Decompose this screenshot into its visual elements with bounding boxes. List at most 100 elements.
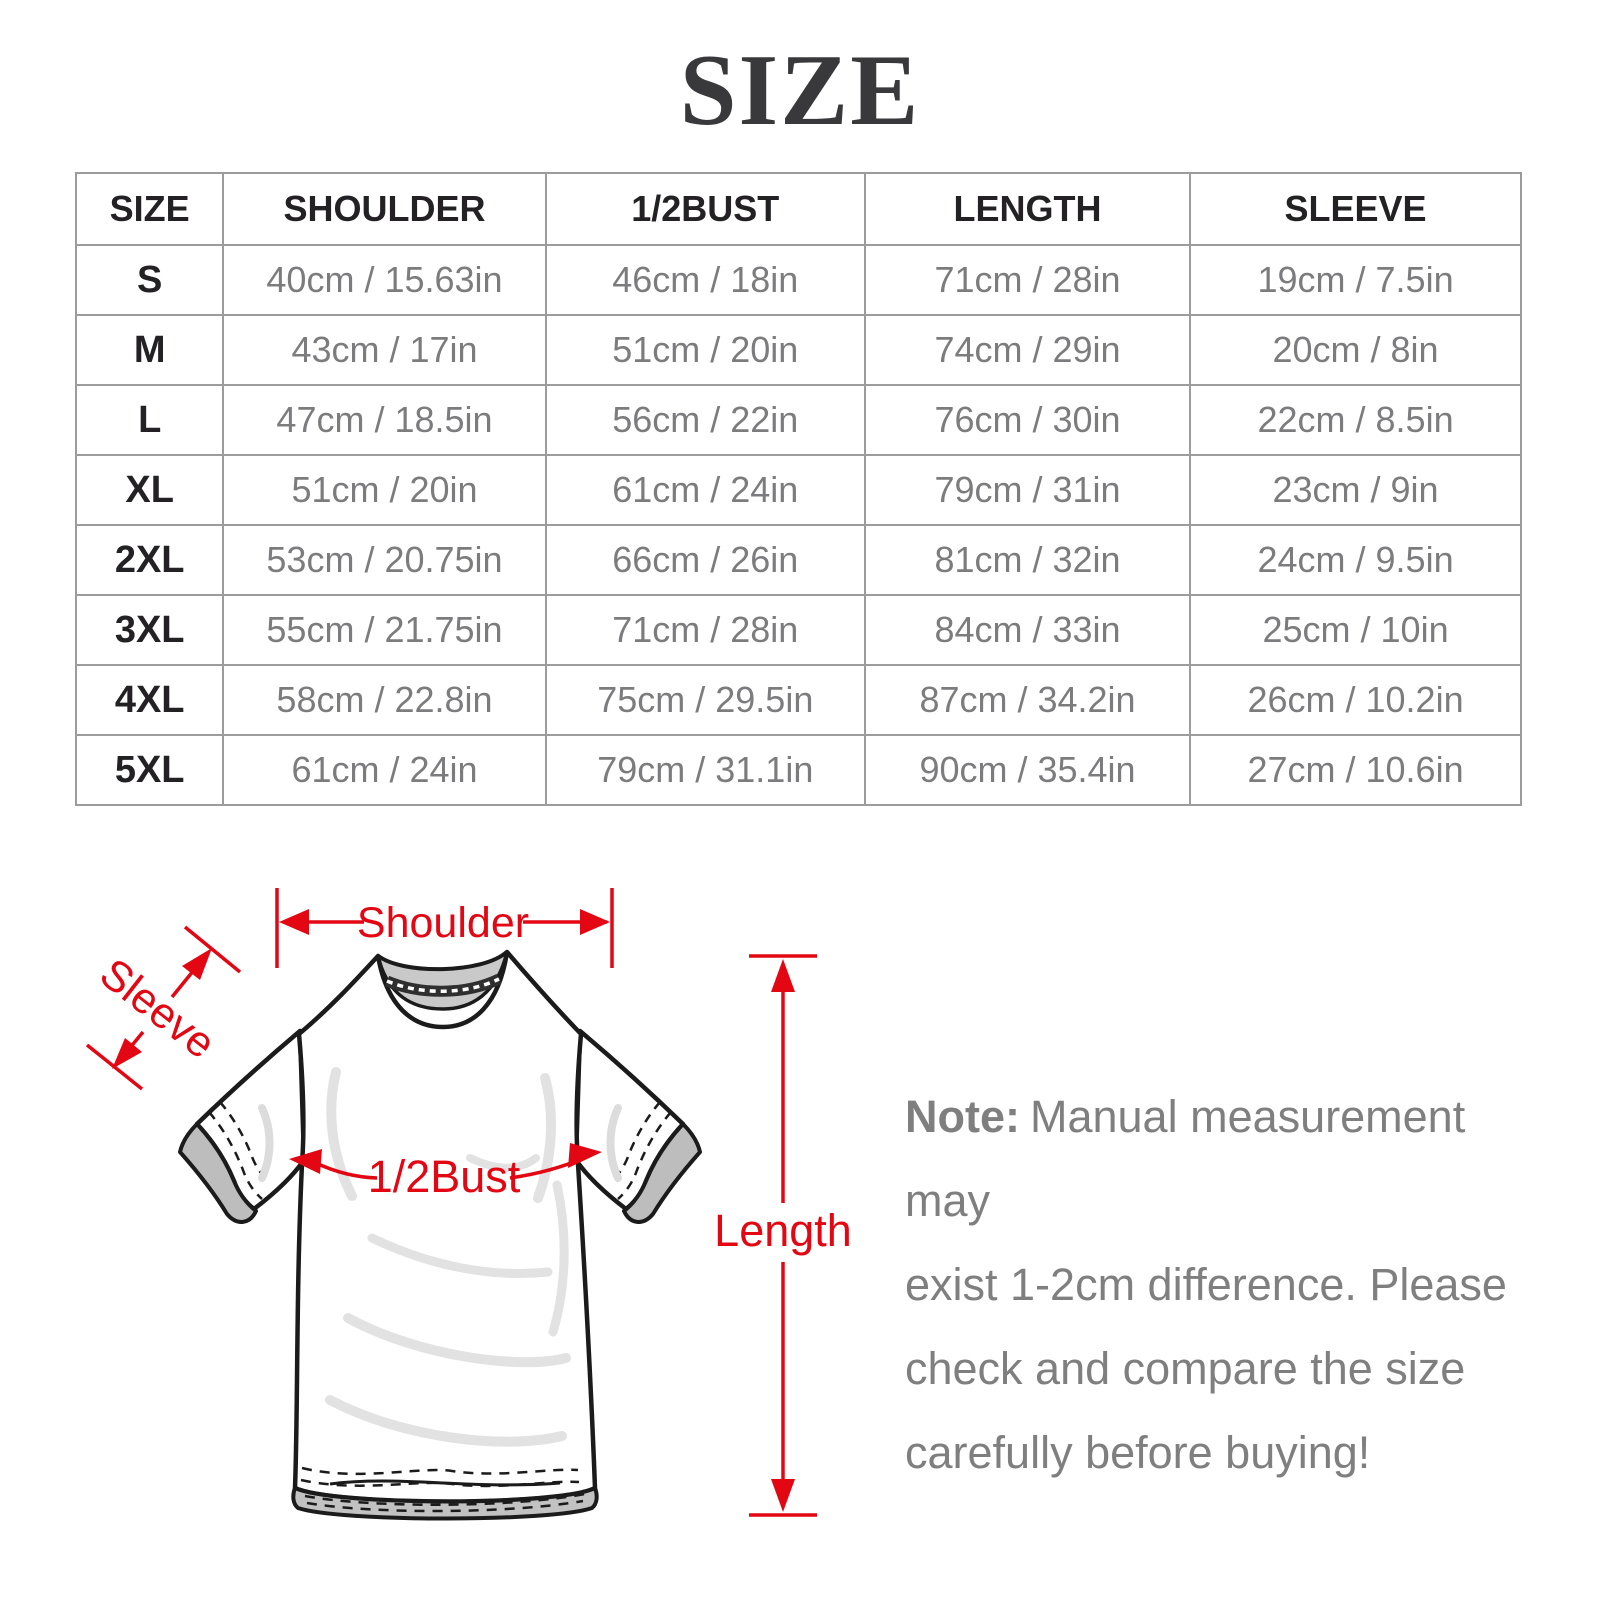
- sleeve-cell: 25cm / 10in: [1189, 594, 1522, 666]
- table-row-l: L 47cm / 18.5in 56cm / 22in 76cm / 30in …: [74, 384, 1522, 456]
- size-cell: M: [74, 314, 225, 386]
- bust-line-left: [315, 1161, 378, 1180]
- shoulder-cell: 47cm / 18.5in: [222, 384, 547, 456]
- right-sleeve: [573, 1028, 702, 1224]
- length-measure: Length: [714, 954, 852, 1517]
- wrinkle: [326, 1067, 357, 1201]
- bust-cell: 75cm / 29.5in: [544, 664, 866, 736]
- size-cell: L: [74, 384, 225, 456]
- length-cell: 81cm / 32in: [863, 524, 1192, 596]
- shoulder-cell: 40cm / 15.63in: [222, 244, 547, 316]
- left-sleeve: [178, 1028, 307, 1224]
- bust-cell: 71cm / 28in: [544, 594, 866, 666]
- bust-cell: 56cm / 22in: [544, 384, 866, 456]
- shoulder-cell: 43cm / 17in: [222, 314, 547, 386]
- table-row-3xl: 3XL 55cm / 21.75in 71cm / 28in 84cm / 33…: [74, 594, 1522, 666]
- bust-cell: 61cm / 24in: [544, 454, 866, 526]
- table-row-s: S 40cm / 15.63in 46cm / 18in 71cm / 28in…: [74, 244, 1522, 316]
- column-header-size: SIZE: [74, 172, 225, 246]
- sleeve-cell: 24cm / 9.5in: [1189, 524, 1522, 596]
- wrinkle: [343, 1313, 571, 1368]
- shoulder-cell: 55cm / 21.75in: [222, 594, 547, 666]
- page-title: SIZE: [679, 34, 921, 147]
- size-cell: XL: [74, 454, 225, 526]
- cuff-inner-shade: [622, 1122, 702, 1224]
- table-row-2xl: 2XL 53cm / 20.75in 66cm / 26in 81cm / 32…: [74, 524, 1522, 596]
- sleeve-wrinkle: [606, 1104, 622, 1182]
- length-cell: 84cm / 33in: [863, 594, 1192, 666]
- shoulder-cell: 61cm / 24in: [222, 734, 547, 806]
- hem-band: [291, 1486, 599, 1521]
- shoulder-cell: 51cm / 20in: [222, 454, 547, 526]
- measurement-note: Note: Manual measurement may exist 1-2cm …: [905, 1075, 1525, 1495]
- wrinkle: [367, 1233, 553, 1278]
- sleeve-measure: Sleeve: [85, 925, 242, 1091]
- sleeve-cell: 22cm / 8.5in: [1189, 384, 1522, 456]
- shoulder-cell: 58cm / 22.8in: [222, 664, 547, 736]
- size-cell: 5XL: [74, 734, 225, 806]
- tshirt-diagram: Shoulder Sleeve 1/2Bust: [85, 888, 852, 1521]
- length-cell: 79cm / 31in: [863, 454, 1192, 526]
- collar-band-edge: [375, 951, 510, 1030]
- cuff-inner-shade: [178, 1122, 258, 1224]
- note-label: Note:: [905, 1091, 1020, 1142]
- sleeve-wrinkle: [258, 1104, 274, 1182]
- length-cell: 90cm / 35.4in: [863, 734, 1192, 806]
- note-line: carefully before buying!: [905, 1427, 1371, 1478]
- length-measure-label: Length: [714, 1205, 852, 1256]
- sleeve-cell: 23cm / 9in: [1189, 454, 1522, 526]
- bust-cell: 46cm / 18in: [544, 244, 866, 316]
- arrowhead-right: [580, 909, 610, 935]
- wrinkle: [325, 1395, 567, 1447]
- sleeve-cell: 26cm / 10.2in: [1189, 664, 1522, 736]
- shoulder-cell: 53cm / 20.75in: [222, 524, 547, 596]
- size-cell: 2XL: [74, 524, 225, 596]
- length-cell: 74cm / 29in: [863, 314, 1192, 386]
- note-text: Manual measurement may: [905, 1091, 1466, 1226]
- hem-band-stitch: [306, 1499, 584, 1513]
- arrowhead-down: [771, 1479, 795, 1512]
- table-row-5xl: 5XL 61cm / 24in 79cm / 31.1in 90cm / 35.…: [74, 734, 1522, 806]
- bust-cell: 79cm / 31.1in: [544, 734, 866, 806]
- size-cell: S: [74, 244, 225, 316]
- wrinkle-lines: [325, 1067, 571, 1447]
- bust-cell: 66cm / 26in: [544, 524, 866, 596]
- tshirt-illustration: [178, 949, 702, 1521]
- size-cell: 3XL: [74, 594, 225, 666]
- collar: [375, 950, 510, 1030]
- arrowhead-up: [771, 959, 795, 992]
- arrowhead-down-left: [112, 1038, 142, 1069]
- hem-fold-line: [329, 1479, 561, 1487]
- wrinkle: [533, 1073, 556, 1203]
- length-cell: 76cm / 30in: [863, 384, 1192, 456]
- bust-measure-label: 1/2Bust: [368, 1151, 521, 1202]
- wrinkle: [466, 1154, 540, 1172]
- cuff-stitch-line: [208, 1111, 263, 1200]
- shoulder-measure-label: Shoulder: [357, 899, 529, 947]
- wrinkle: [548, 1180, 569, 1337]
- sleeve-cell: 19cm / 7.5in: [1189, 244, 1522, 316]
- column-header-bust: 1/2BUST: [544, 172, 866, 246]
- column-header-sleeve: SLEEVE: [1189, 172, 1522, 246]
- bust-measure: 1/2Bust: [289, 1143, 602, 1202]
- hem: [291, 1466, 599, 1521]
- column-header-length: LENGTH: [863, 172, 1192, 246]
- bust-cell: 51cm / 20in: [544, 314, 866, 386]
- header-row: SIZE SHOULDER 1/2BUST LENGTH SLEEVE: [74, 172, 1522, 246]
- sleeve-tick-upper: [183, 925, 242, 974]
- note-line: check and compare the size: [905, 1343, 1466, 1394]
- table-row-4xl: 4XL 58cm / 22.8in 75cm / 29.5in 87cm / 3…: [74, 664, 1522, 736]
- length-cell: 87cm / 34.2in: [863, 664, 1192, 736]
- sleeve-cell: 27cm / 10.6in: [1189, 734, 1522, 806]
- column-header-shoulder: SHOULDER: [222, 172, 547, 246]
- table-row-xl: XL 51cm / 20in 61cm / 24in 79cm / 31in 2…: [74, 454, 1522, 526]
- tshirt-body: [292, 949, 598, 1504]
- arrowhead-left: [289, 1149, 322, 1174]
- size-table: SIZE SHOULDER 1/2BUST LENGTH SLEEVE S 40…: [74, 172, 1522, 806]
- collar-rib-stitch: [386, 977, 500, 993]
- note-line: exist 1-2cm difference. Please: [905, 1259, 1507, 1310]
- hem-stitch-line: [300, 1478, 580, 1488]
- hem-stitch-line: [301, 1466, 579, 1476]
- cuff-stitch-line: [617, 1111, 672, 1200]
